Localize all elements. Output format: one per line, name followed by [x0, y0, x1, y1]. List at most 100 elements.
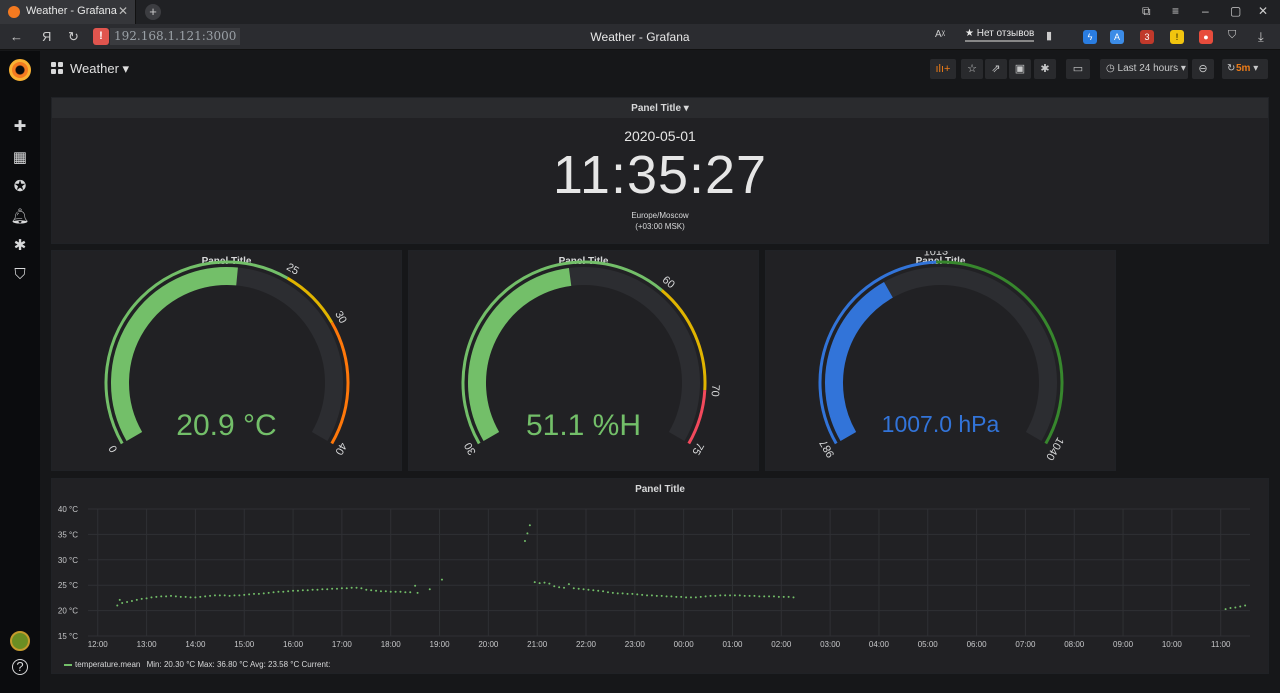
maximize-icon[interactable]: ▢ — [1230, 4, 1242, 18]
x-tick-label: 01:00 — [722, 640, 743, 649]
data-point — [650, 594, 653, 597]
tab-title: Weather - Grafana — [26, 5, 117, 17]
data-point — [1244, 604, 1247, 607]
extension-a-icon[interactable]: A — [1110, 30, 1124, 44]
bookmark-icon[interactable]: ▮ — [1046, 30, 1053, 42]
data-point — [616, 592, 619, 595]
configuration-gear-icon[interactable]: ✱ — [13, 237, 27, 254]
data-point — [689, 596, 692, 599]
data-point — [150, 596, 153, 599]
x-tick-label: 23:00 — [625, 640, 646, 649]
browser-tab-bar: Weather - Grafana ✕ + ⧉ ≡ – ▢ ✕ — [0, 0, 1280, 24]
data-point — [370, 589, 373, 592]
dashboard-settings-button[interactable]: ✱ — [1034, 59, 1056, 79]
x-tick-label: 00:00 — [674, 640, 695, 649]
create-plus-icon[interactable]: ✚ — [13, 118, 27, 135]
save-dashboard-button[interactable]: ▣ — [1009, 59, 1031, 79]
data-point — [165, 595, 168, 598]
translate-icon[interactable]: Aᵡ — [935, 29, 946, 40]
server-admin-shield-icon[interactable]: ⛉ — [14, 266, 26, 283]
data-point — [140, 597, 143, 600]
dashboards-icon[interactable]: ▦ — [12, 149, 28, 166]
data-point — [301, 589, 304, 592]
data-point — [528, 524, 531, 527]
yandex-logo-icon[interactable]: Я — [42, 29, 52, 44]
x-tick-label: 15:00 — [234, 640, 255, 649]
zoom-out-button[interactable]: ⊖ — [1192, 59, 1214, 79]
panel-title[interactable]: Panel Title ▾ — [631, 103, 689, 114]
url-field[interactable]: 192.168.1.121:3000 — [110, 28, 241, 45]
tab-close-icon[interactable]: ✕ — [118, 4, 129, 18]
extension-lightning-icon[interactable]: ϟ — [1083, 30, 1097, 44]
side-menu: ✚ ▦ ✪ 🔔︎ ✱ ⛉ ? — [0, 51, 40, 693]
x-tick-label: 17:00 — [332, 640, 353, 649]
new-tab-button[interactable]: + — [145, 4, 161, 20]
x-tick-label: 03:00 — [820, 640, 841, 649]
x-tick-label: 10:00 — [1162, 640, 1183, 649]
security-warning-icon[interactable]: ! — [93, 28, 109, 45]
graph-legend[interactable]: temperature.mean Min: 20.30 °C Max: 36.8… — [64, 660, 330, 669]
share-dashboard-button[interactable]: ⇗ — [985, 59, 1007, 79]
data-point — [404, 591, 407, 594]
refresh-interval[interactable]: 5m — [1236, 63, 1251, 74]
refresh-picker[interactable]: ↻ 5m ▾ — [1222, 59, 1268, 79]
data-point — [184, 595, 187, 598]
gauge-tick-label: 70 — [709, 384, 722, 397]
panel-title[interactable]: Panel Title — [635, 484, 685, 495]
time-range-picker[interactable]: ◷ Last 24 hours ▾ — [1100, 59, 1188, 79]
legend-series-name[interactable]: temperature.mean — [75, 660, 141, 669]
data-point — [253, 592, 255, 595]
data-point — [606, 591, 609, 594]
data-point — [145, 597, 148, 600]
dashboard-title[interactable]: Weather ▾ — [70, 61, 130, 76]
refresh-icon[interactable]: ↻ — [1227, 63, 1236, 74]
gauge-threshold-band — [461, 260, 663, 445]
gauge-threshold-band — [818, 260, 937, 445]
user-avatar[interactable] — [10, 631, 30, 651]
gauge-tick-label: 1013 — [923, 251, 948, 258]
data-point — [543, 581, 546, 584]
y-tick-label: 40 °C — [58, 505, 78, 514]
browser-menu-icon[interactable]: ≡ — [1172, 4, 1180, 18]
data-point — [1239, 605, 1242, 608]
data-point — [709, 594, 712, 597]
cycle-view-mode-button[interactable]: ▭ — [1066, 59, 1090, 79]
temperature-graph: 40 °C 35 °C 30 °C 25 °C 20 °C 15 °C 12:00 13:00… — [58, 505, 1250, 649]
add-panel-button[interactable]: ılı+ — [930, 59, 956, 79]
extension-shield-icon[interactable]: ⛉ — [1228, 29, 1237, 41]
download-icon[interactable]: ⤓ — [1258, 29, 1264, 44]
gauge-threshold-band — [660, 289, 707, 391]
reload-icon[interactable]: ↻ — [68, 29, 79, 44]
temperature-gauge: 0 25 30 40 — [104, 260, 350, 457]
grafana-logo-icon[interactable] — [9, 59, 31, 81]
data-point — [558, 586, 561, 589]
gauge-tick-label: 75 — [689, 440, 706, 457]
data-point — [379, 590, 382, 593]
data-point — [345, 587, 348, 590]
tabs-manager-icon[interactable]: ⧉ — [1142, 4, 1151, 18]
browser-tab[interactable]: Weather - Grafana ✕ — [0, 0, 136, 24]
reviews-label[interactable]: ★ Нет отзывов — [965, 28, 1035, 42]
minimize-icon[interactable]: – — [1202, 4, 1209, 18]
data-point — [763, 595, 766, 598]
alerting-bell-icon[interactable]: 🔔︎ — [10, 208, 30, 225]
data-point — [118, 598, 121, 601]
y-tick-label: 15 °C — [58, 632, 78, 641]
back-icon[interactable]: ← — [10, 29, 23, 44]
star-dashboard-button[interactable]: ☆ — [961, 59, 983, 79]
grafana-favicon-icon — [8, 6, 20, 18]
explore-compass-icon[interactable]: ✪ — [13, 178, 27, 195]
help-icon[interactable]: ? — [12, 659, 28, 675]
gauge-value: 51.1 %H — [525, 409, 642, 442]
data-point — [772, 595, 775, 598]
clock-timezone: Europe/Moscow (+03:00 MSK) — [52, 210, 1268, 232]
data-point — [611, 591, 614, 594]
extension-badge-icon[interactable]: 3 — [1140, 30, 1154, 44]
x-tick-label: 19:00 — [430, 640, 451, 649]
humidity-gauge-panel: Panel Title 30 60 70 75 51.1 %H — [408, 250, 759, 471]
extension-key-icon[interactable]: ! — [1170, 30, 1184, 44]
extension-red-icon[interactable]: ● — [1199, 30, 1213, 44]
data-point — [777, 595, 780, 598]
data-point — [321, 588, 324, 591]
close-window-icon[interactable]: ✕ — [1258, 4, 1269, 18]
